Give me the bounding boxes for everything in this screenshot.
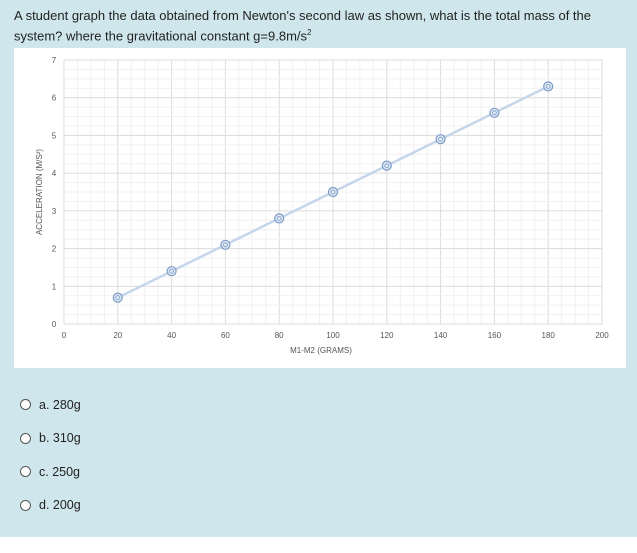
data-point-inner (545, 84, 551, 89)
option-d-label: d. 200g (39, 498, 81, 513)
radio-c[interactable] (20, 466, 31, 478)
question-card: A student graph the data obtained from N… (0, 0, 637, 537)
x-tick-label: 200 (595, 331, 609, 340)
data-point (220, 239, 231, 250)
x-tick-label: 100 (326, 331, 340, 340)
x-tick-label: 120 (380, 331, 394, 340)
radio-a[interactable] (20, 399, 31, 411)
option-b-label: b. 310g (39, 431, 81, 446)
data-point-inner (222, 242, 228, 248)
data-point-inner (330, 189, 336, 195)
x-tick-label: 60 (221, 331, 230, 340)
option-c[interactable]: c. 250g (20, 455, 81, 489)
question-body: A student graph the data obtained from N… (14, 8, 591, 44)
data-point (112, 292, 123, 303)
chart-series (112, 81, 554, 303)
chart-grid (63, 59, 603, 325)
radio-b[interactable] (20, 432, 31, 444)
x-tick-label: 0 (62, 331, 67, 340)
radio-d[interactable] (20, 499, 31, 511)
x-tick-label: 140 (434, 331, 448, 340)
data-point (166, 266, 177, 277)
x-tick-label: 160 (488, 331, 502, 340)
data-point (489, 107, 500, 118)
x-tick-label: 80 (275, 331, 284, 340)
y-tick-label: 6 (52, 94, 57, 103)
option-a[interactable]: a. 280g (20, 388, 81, 422)
data-point (274, 213, 285, 224)
question-exponent: 2 (307, 28, 312, 37)
data-point (543, 81, 554, 92)
data-point-inner (169, 268, 175, 274)
x-axis-title: M1-M2 (GRAMS) (290, 346, 352, 355)
data-point (381, 160, 392, 171)
data-point-inner (491, 110, 497, 116)
option-a-label: a. 280g (39, 397, 81, 412)
chart-axes: 0 20 40 60 80 100 120 140 160 180 200 0 1 2 3 4 5 6 7 M1-M2… (35, 56, 609, 355)
y-axis-title: ACCELERATION (M/S²) (35, 149, 44, 235)
y-tick-label: 1 (52, 282, 57, 291)
x-tick-label: 40 (167, 331, 176, 340)
chart-image: 0 20 40 60 80 100 120 140 160 180 200 0 1 2 3 4 5 6 7 M1-M2… (14, 48, 626, 368)
chart-svg: 0 20 40 60 80 100 120 140 160 180 200 0 1 2 3 4 5 6 7 M1-M2… (35, 56, 609, 355)
data-point (327, 186, 339, 198)
option-b[interactable]: b. 310g (20, 422, 81, 456)
data-point-inner (276, 215, 282, 221)
option-c-label: c. 250g (39, 464, 81, 479)
data-point-inner (438, 136, 444, 142)
y-tick-label: 3 (52, 207, 57, 216)
data-point (435, 134, 446, 145)
data-point-inner (384, 163, 390, 168)
x-tick-label: 20 (113, 331, 122, 340)
answer-options: a. 280g b. 310g c. 250g d. 200g (20, 388, 81, 522)
y-tick-label: 7 (52, 56, 57, 65)
data-point-inner (115, 295, 121, 301)
x-tick-label: 180 (542, 331, 556, 340)
question-text: A student graph the data obtained from N… (14, 7, 626, 44)
option-d[interactable]: d. 200g (20, 489, 81, 523)
y-tick-label: 5 (52, 131, 57, 140)
y-tick-label: 0 (52, 320, 57, 329)
y-tick-label: 2 (52, 245, 57, 254)
y-tick-label: 4 (52, 169, 57, 178)
